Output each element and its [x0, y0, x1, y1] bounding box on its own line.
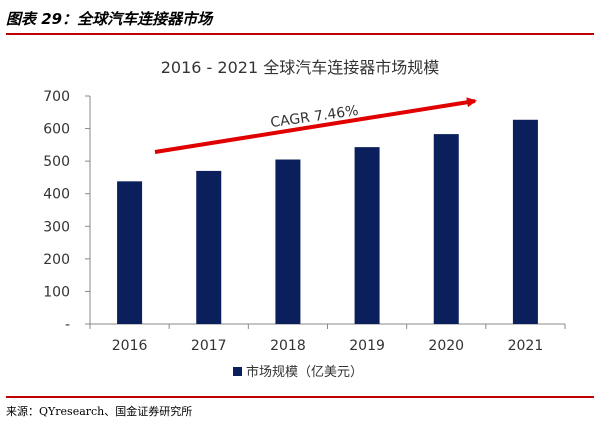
x-tick-label: 2018	[270, 338, 306, 354]
legend-swatch	[233, 367, 242, 376]
bar	[433, 134, 459, 324]
source-note: 来源：QYresearch、国金证券研究所	[6, 405, 193, 418]
bar	[117, 181, 143, 324]
y-tick-label: 300	[43, 219, 70, 235]
cagr-annotation: CAGR 7.46%	[154, 97, 477, 154]
figure-label: 图表 29：全球汽车连接器市场	[6, 10, 213, 28]
bar	[512, 119, 538, 324]
y-tick-label: 400	[43, 187, 70, 203]
y-tick-label: 500	[43, 154, 70, 170]
x-tick-label: 2016	[112, 338, 148, 354]
legend-label: 市场规模（亿美元）	[246, 364, 363, 380]
x-axis: 2016 2017 2018 2019 2020 2021	[89, 323, 566, 354]
bar	[275, 159, 301, 324]
figure-footer: 来源：QYresearch、国金证券研究所	[6, 396, 594, 424]
x-tick-label: 2017	[191, 338, 227, 354]
figure-header: 图表 29：全球汽车连接器市场	[6, 3, 594, 35]
y-tick-label: 700	[43, 89, 70, 105]
bar-series	[117, 119, 538, 324]
y-axis: - 100 200 300 400 500 600 700	[43, 89, 91, 333]
legend: 市场规模（亿美元）	[233, 364, 363, 380]
bar	[354, 147, 380, 324]
y-tick-label: 200	[43, 252, 70, 268]
x-tick-label: 2020	[428, 338, 464, 354]
x-tick-label: 2021	[508, 338, 544, 354]
chart-title: 2016 - 2021 全球汽车连接器市场规模	[161, 58, 439, 77]
cagr-arrow	[154, 97, 477, 154]
x-tick-label: 2019	[349, 338, 385, 354]
y-tick-label: -	[65, 317, 70, 333]
y-tick-label: 100	[43, 284, 70, 300]
bar	[196, 170, 222, 324]
y-tick-label: 600	[43, 122, 70, 138]
